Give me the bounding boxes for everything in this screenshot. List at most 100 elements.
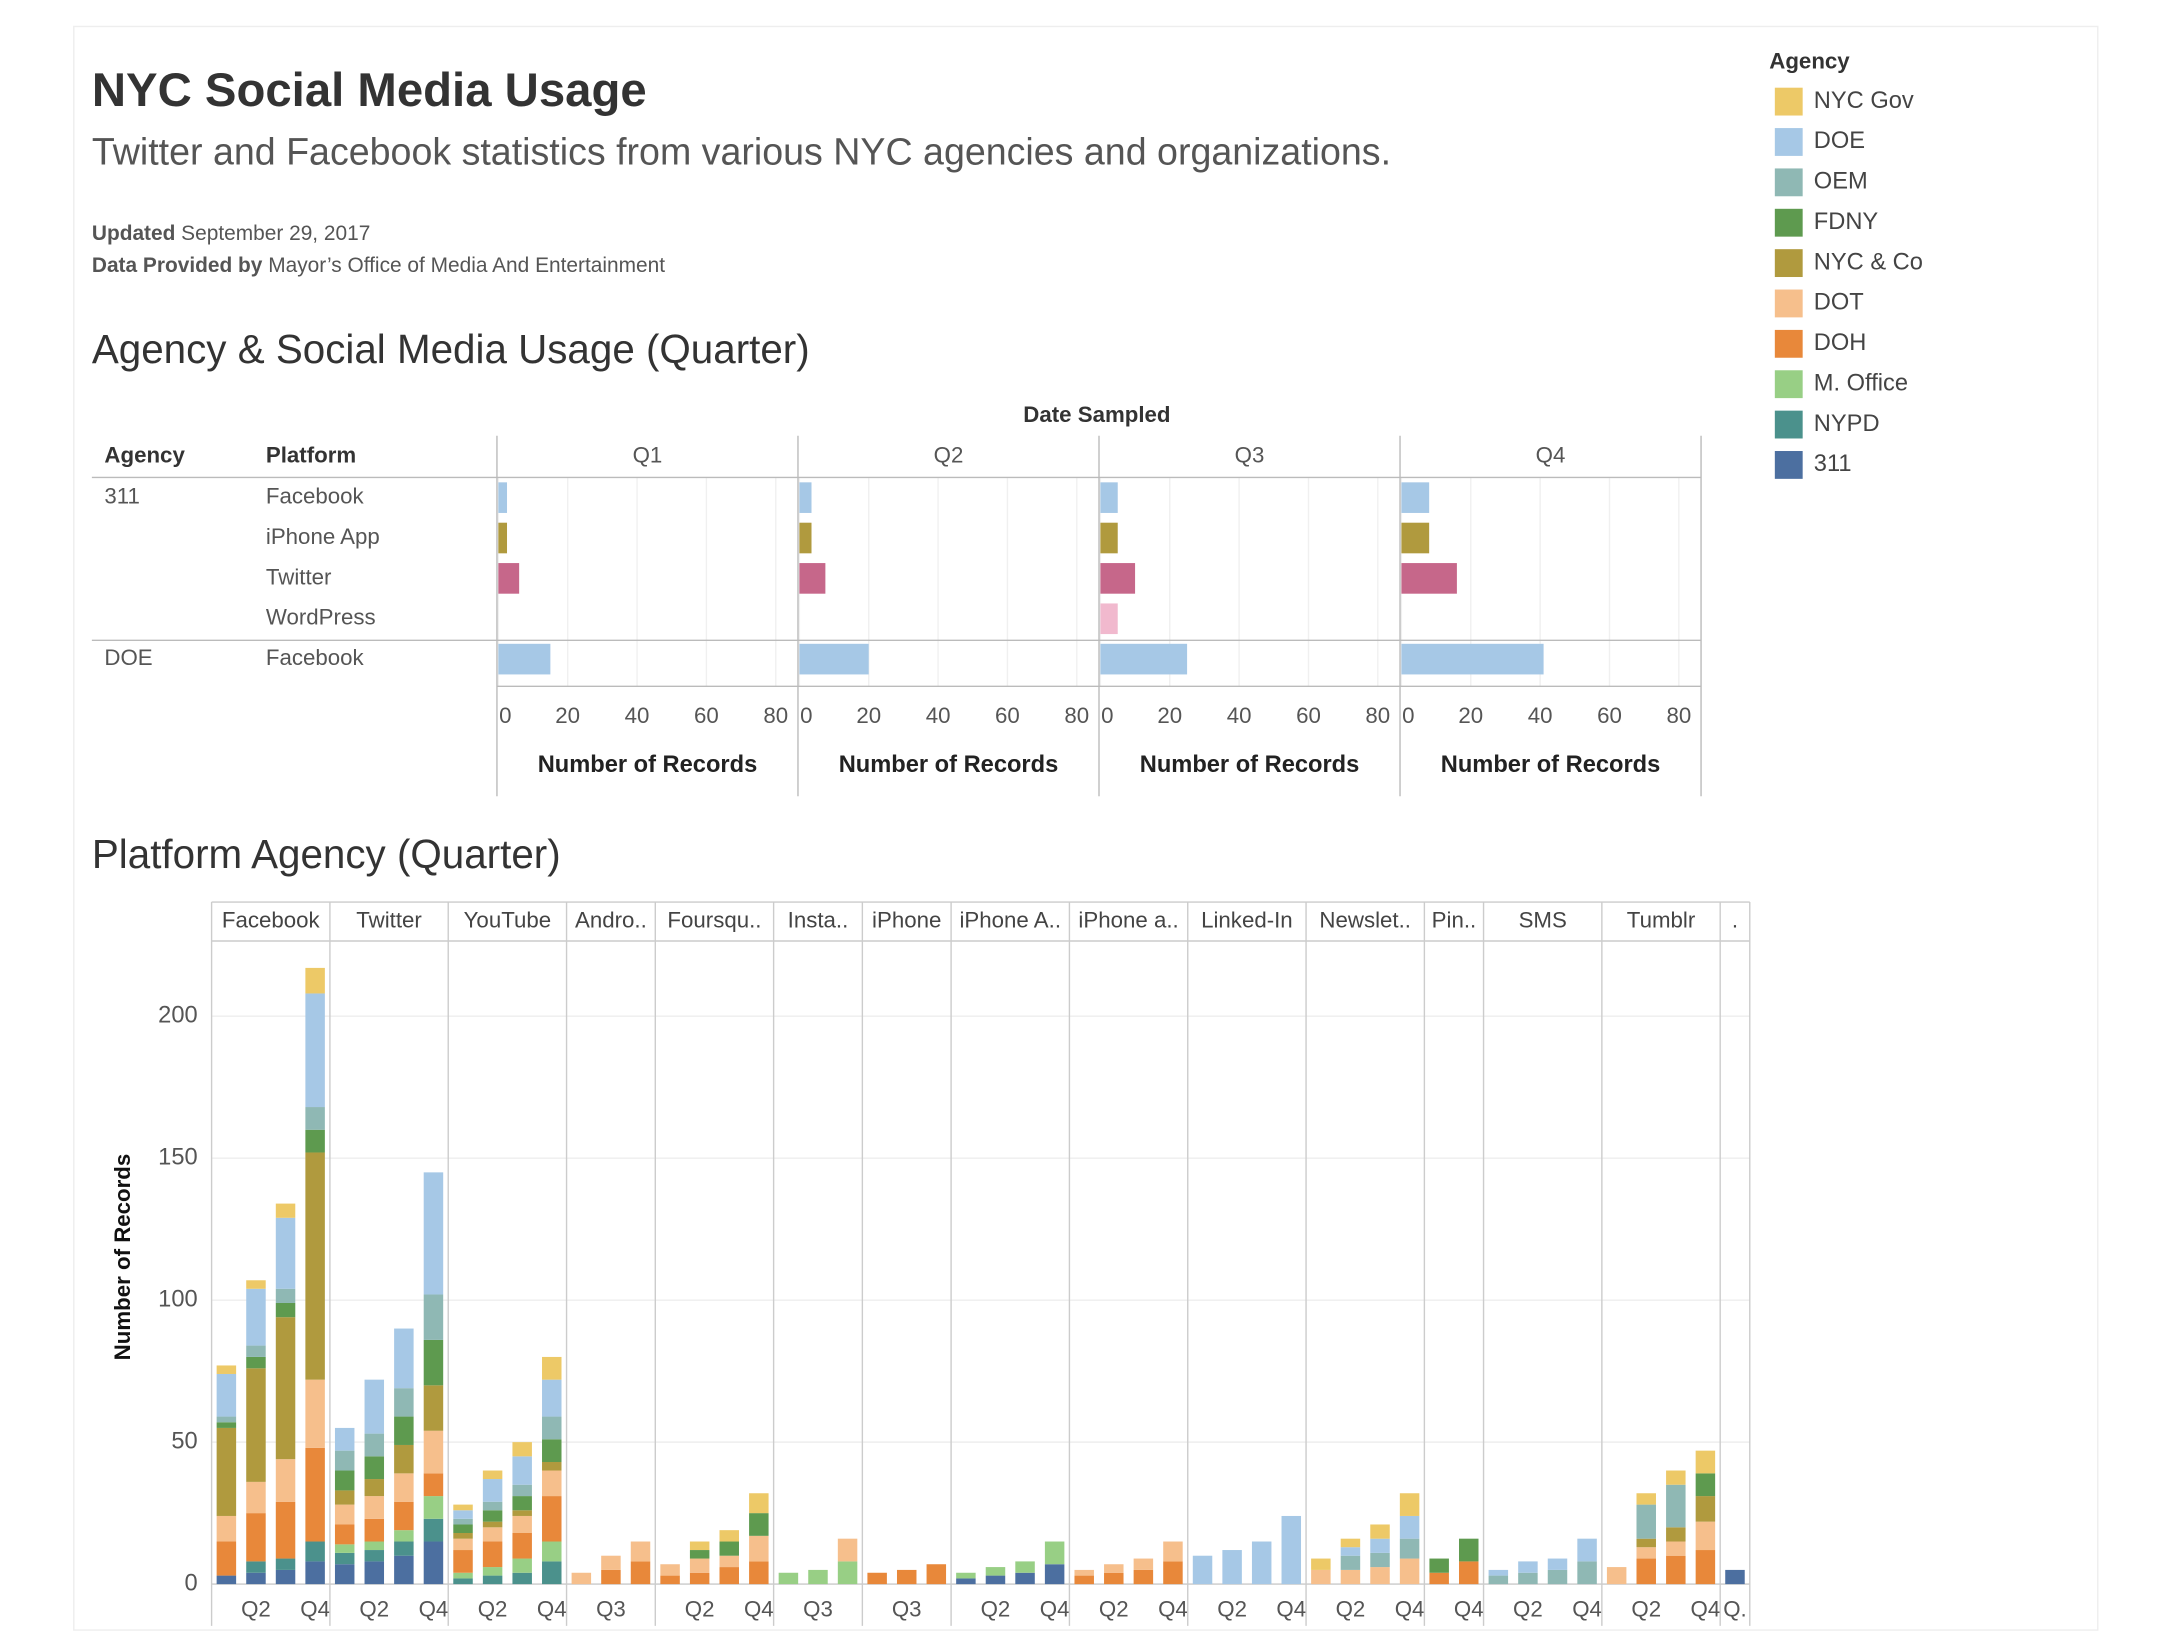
bar-segment <box>1222 1550 1242 1585</box>
bar-segment <box>1104 1572 1124 1585</box>
dashboard-subtitle: Twitter and Facebook statistics from var… <box>92 130 1391 172</box>
bar-segment <box>482 1501 503 1511</box>
bar-segment <box>453 1572 473 1579</box>
bar-segment <box>305 967 325 994</box>
bar-segment <box>275 1217 296 1289</box>
bar-segment <box>364 1518 385 1542</box>
facet-label: Twitter <box>356 907 422 932</box>
bar-segment <box>1666 1470 1686 1485</box>
bar-segment <box>1015 1561 1035 1573</box>
x-tick-label: Q2 <box>1336 1596 1366 1621</box>
bar-segment <box>512 1510 532 1516</box>
bar-segment <box>216 1515 237 1542</box>
bar-segment <box>896 1569 917 1585</box>
bar-segment <box>275 1459 296 1502</box>
bar-segment <box>334 1552 355 1565</box>
x-tick-label: Q4 <box>1691 1596 1721 1621</box>
x-tick-label: 80 <box>1064 703 1089 728</box>
bar-segment <box>1429 1558 1449 1573</box>
legend-label: DOT <box>1814 290 1864 316</box>
x-tick-label: Q2 <box>1631 1596 1661 1621</box>
bar-segment <box>542 1356 562 1380</box>
bar-segment <box>364 1379 385 1434</box>
platform-label: WordPress <box>266 605 376 630</box>
facet-label: Linked-In <box>1201 907 1293 932</box>
bar-segment <box>275 1317 296 1460</box>
x-tick-label: 80 <box>1666 703 1691 728</box>
bar-segment <box>719 1555 739 1568</box>
bar-segment <box>334 1490 355 1505</box>
bar-segment <box>512 1496 532 1511</box>
bar-segment <box>305 1447 325 1542</box>
bar-segment <box>719 1530 739 1542</box>
bar <box>1401 522 1430 554</box>
bar-segment <box>453 1524 473 1533</box>
bar-segment <box>542 1439 562 1463</box>
facet-label: Tumblr <box>1627 907 1696 932</box>
x-tick-label: 60 <box>1597 703 1622 728</box>
x-tick-label: 80 <box>763 703 788 728</box>
bar-segment <box>482 1527 503 1542</box>
x-tick-label: 40 <box>625 703 650 728</box>
bar-segment <box>246 1513 266 1562</box>
bar <box>1100 603 1118 635</box>
bar-segment <box>246 1280 266 1289</box>
bar-segment <box>482 1567 503 1576</box>
bar-segment <box>453 1578 473 1585</box>
bar-segment <box>778 1572 799 1585</box>
bar-segment <box>719 1541 739 1556</box>
bar-segment <box>1666 1527 1686 1542</box>
bar-segment <box>275 1558 296 1570</box>
bar-segment <box>837 1561 858 1585</box>
bar-segment <box>423 1473 444 1497</box>
bar-segment <box>216 1541 237 1576</box>
bar-segment <box>246 1368 266 1482</box>
legend-swatch <box>1774 128 1803 156</box>
bar-segment <box>660 1564 680 1576</box>
bar-segment <box>1044 1541 1065 1565</box>
bar-segment <box>1666 1555 1686 1585</box>
bar-segment <box>423 1385 444 1431</box>
x-tick-label: Q4 <box>1454 1596 1484 1621</box>
bar-segment <box>601 1569 621 1585</box>
x-tick-label: 60 <box>694 703 719 728</box>
x-tick-label: 60 <box>1296 703 1321 728</box>
bar-segment <box>423 1339 444 1386</box>
bar-segment <box>394 1541 414 1556</box>
x-tick-label: 20 <box>555 703 580 728</box>
legend-label: DOH <box>1814 330 1867 356</box>
bar-segment <box>482 1479 503 1502</box>
y-tick-label: 0 <box>184 1570 197 1596</box>
bar-segment <box>216 1365 237 1374</box>
bar-segment <box>364 1541 385 1551</box>
bar-segment <box>364 1561 385 1585</box>
bar <box>1100 643 1188 675</box>
bar-segment <box>542 1561 562 1585</box>
bar-segment <box>453 1518 473 1525</box>
x-tick-label: Q2 <box>1217 1596 1247 1621</box>
x-tick-label: 80 <box>1365 703 1390 728</box>
x-tick-label: 40 <box>926 703 951 728</box>
x-axis-title: Number of Records <box>538 752 758 778</box>
facet-label: iPhone <box>872 907 941 932</box>
facet-label: SMS <box>1519 907 1567 932</box>
x-tick-label: Q2 <box>685 1596 715 1621</box>
bar-segment <box>837 1538 858 1562</box>
bar-segment <box>394 1416 414 1445</box>
bar-segment <box>1547 1558 1568 1570</box>
bar-segment <box>482 1510 503 1522</box>
bar-segment <box>1133 1558 1154 1570</box>
bar-segment <box>394 1473 414 1502</box>
bar-segment <box>305 1129 325 1153</box>
bar-segment <box>1251 1541 1272 1585</box>
bar-segment <box>216 1422 237 1428</box>
bar-segment <box>956 1572 976 1579</box>
bar-segment <box>1163 1561 1183 1585</box>
bar-segment <box>482 1470 503 1480</box>
bar-segment <box>1636 1547 1656 1559</box>
bar-segment <box>1636 1504 1656 1539</box>
legend-label: NYPD <box>1814 411 1880 437</box>
bar-segment <box>453 1532 473 1539</box>
bar-segment <box>1666 1484 1686 1528</box>
